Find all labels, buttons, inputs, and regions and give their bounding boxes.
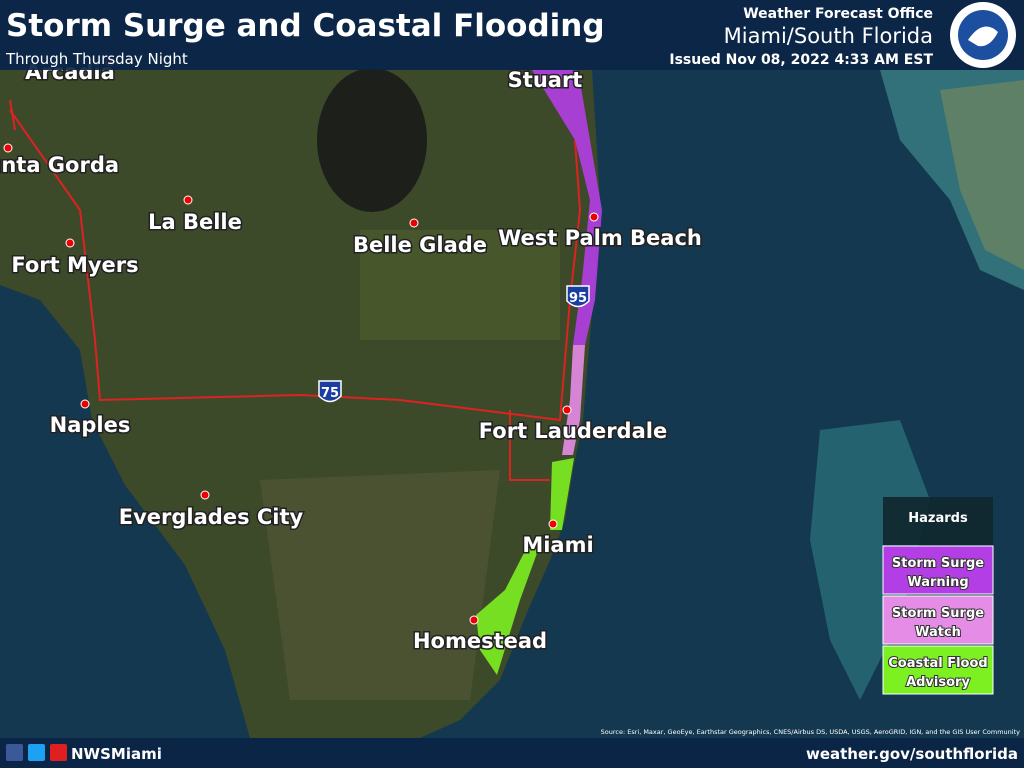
hazard-area (476, 545, 540, 675)
city-dot (409, 218, 419, 228)
youtube-icon[interactable] (50, 744, 67, 761)
source: Source: Esri, Maxar, GeoEye, Earthstar G… (601, 728, 1020, 736)
hazard-area (562, 345, 585, 455)
interstate-shield (318, 380, 342, 403)
hazard-area (550, 458, 574, 530)
city-dot (562, 405, 572, 415)
city-label: Fort Lauderdale (479, 419, 667, 443)
city-dot (65, 238, 75, 248)
city-label: Belle Glade (353, 233, 487, 257)
city-label: Homestead (413, 629, 547, 653)
city-label: Miami (522, 533, 593, 557)
interstate-shield (566, 285, 590, 308)
agriculture (360, 230, 560, 340)
footer-bar (0, 738, 1024, 768)
nws-logo (950, 2, 1016, 68)
city-dot (183, 195, 193, 205)
city-dot (3, 143, 13, 153)
legend-label: Storm Surge Warning (892, 556, 984, 590)
city-dot (80, 399, 90, 409)
legend-swatch (882, 595, 994, 645)
interstate-number: 95 (569, 291, 587, 306)
office: Weather Forecast Office (743, 6, 933, 22)
city-dot (589, 212, 599, 222)
roads (9, 99, 582, 481)
city-label: Naples (50, 413, 131, 437)
header-bar (0, 0, 1024, 70)
city-label: West Palm Beach (498, 226, 702, 250)
legend: Hazards Storm Surge Warning Storm Surge Wat… (882, 497, 994, 695)
lake-okeechobee (317, 68, 427, 212)
issued: Issued Nov 08, 2022 4:33 AM EST (669, 52, 933, 68)
city-label: Punta Gorda (0, 153, 119, 177)
legend-label: Coastal Flood Advisory (888, 656, 987, 690)
region: Miami/South Florida (724, 24, 933, 48)
hazard-area (532, 70, 602, 345)
title: Storm Surge and Coastal Flooding (6, 8, 605, 44)
island (940, 80, 1024, 270)
legend-swatch (882, 545, 994, 595)
city-label: Fort Myers (11, 253, 138, 277)
shallow-water (810, 420, 930, 700)
interstate-number: 75 (321, 386, 339, 401)
city-label: Stuart (508, 68, 583, 92)
legend-label: Storm Surge Watch (892, 606, 984, 640)
legend-title: Hazards (908, 511, 968, 526)
city-dot (548, 519, 558, 529)
facebook-icon[interactable] (6, 744, 23, 761)
city-dot (469, 615, 479, 625)
website: weather.gov/southflorida (806, 745, 1018, 763)
social-handle: NWSMiami (71, 745, 162, 763)
twitter-icon[interactable] (28, 744, 45, 761)
city-dot (200, 490, 210, 500)
everglades (260, 470, 500, 700)
hazard-areas (476, 70, 602, 675)
city-label: Everglades City (119, 505, 304, 529)
subtitle: Through Thursday Night (5, 50, 188, 68)
city-label: La Belle (148, 210, 242, 234)
legend-swatch (882, 645, 994, 695)
